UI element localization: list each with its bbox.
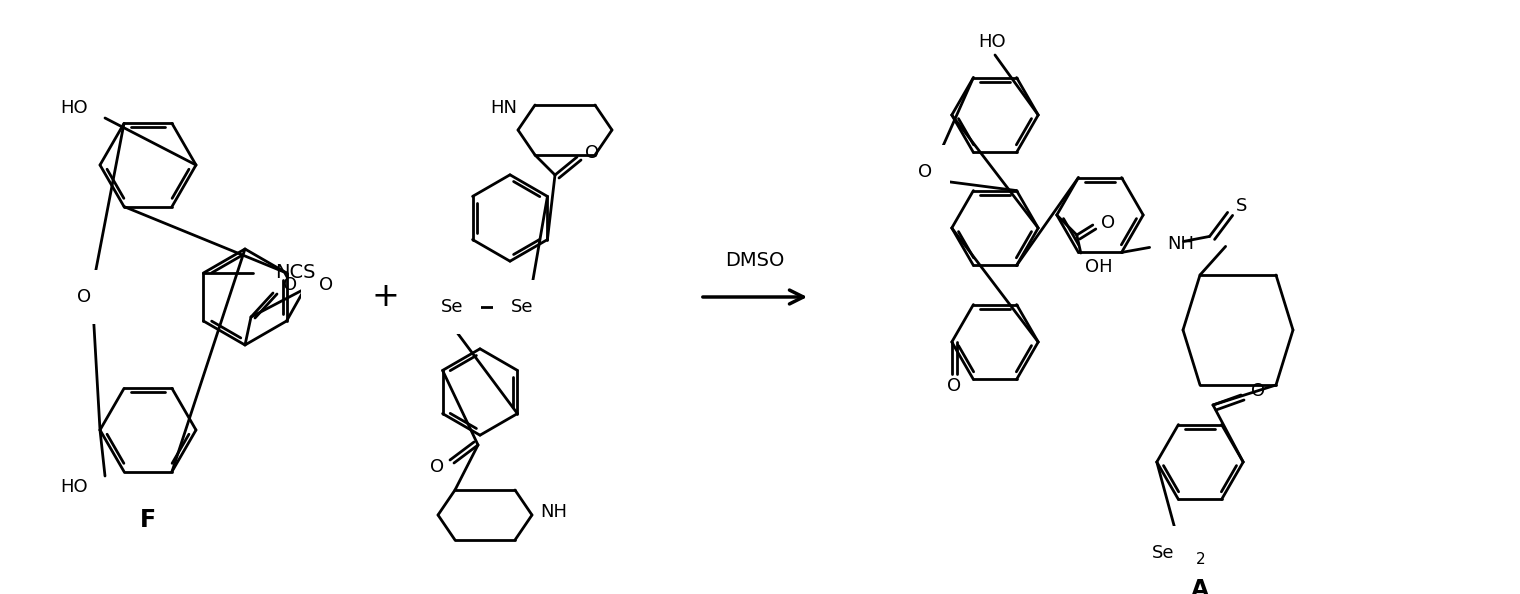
Text: Se: Se bbox=[441, 298, 464, 316]
Text: 2: 2 bbox=[1196, 552, 1205, 567]
Text: O: O bbox=[1251, 382, 1265, 400]
Text: OH: OH bbox=[1085, 258, 1113, 276]
Text: NH: NH bbox=[540, 503, 567, 521]
Text: O: O bbox=[430, 458, 444, 476]
Text: F: F bbox=[140, 508, 157, 532]
Text: +: + bbox=[371, 280, 398, 314]
Text: Se: Se bbox=[511, 298, 534, 316]
Text: Se: Se bbox=[1152, 544, 1175, 562]
Text: NH: NH bbox=[1167, 235, 1195, 254]
Text: HO: HO bbox=[61, 478, 88, 496]
Text: O: O bbox=[947, 377, 961, 395]
Text: HO: HO bbox=[979, 33, 1006, 51]
Text: A: A bbox=[1190, 578, 1208, 594]
Text: O: O bbox=[283, 276, 296, 294]
Text: O: O bbox=[78, 288, 91, 306]
Text: S: S bbox=[1236, 197, 1246, 216]
Text: O: O bbox=[319, 276, 333, 294]
Text: DMSO: DMSO bbox=[725, 251, 784, 270]
Text: O: O bbox=[918, 163, 932, 181]
Text: O: O bbox=[585, 144, 599, 162]
Text: HN: HN bbox=[489, 99, 517, 117]
Text: O: O bbox=[1100, 214, 1116, 232]
Text: HO: HO bbox=[61, 99, 88, 117]
Text: NCS: NCS bbox=[275, 264, 316, 283]
